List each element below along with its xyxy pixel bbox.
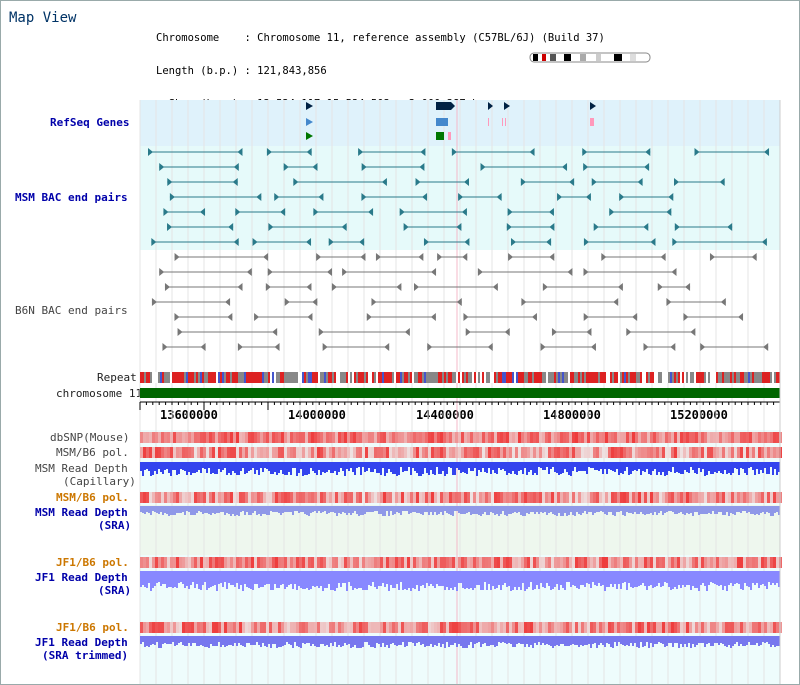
coverage-line: Read coverage check span : 10,000 [148,131,357,143]
track-label-dbsnp: dbSNP(Mouse) [50,431,130,444]
track-label-chromosome: chromosome 11 [56,387,143,400]
show-line: Show (b.p.) : 13,534,117-15,534,503 : 2,… [156,98,485,110]
track-label-jf1-depth-sra-2: (SRA) [98,584,132,597]
track-label-b6n-bac[interactable]: B6N BAC end pairs [15,304,128,317]
track-label-jf1-depth-trim-1: JF1 Read Depth [35,636,128,649]
info-panel: Chromosome : Chromosome 11, reference as… [148,11,605,154]
track-label-msm-depth-cap-1: MSM Read Depth [35,462,128,475]
track-label-refseq[interactable]: RefSeq Genes [50,116,130,129]
track-label-msm-b6-pol-2: MSM/B6 pol. [56,491,129,504]
track-label-jf1-depth-sra-1: JF1 Read Depth [35,571,128,584]
axis-tick-label: 14800000 [543,408,601,422]
track-label-msm-depth-cap-2: (Capillary) [63,475,136,488]
axis-tick-label: 14400000 [416,408,474,422]
track-label-repeat: Repeat [97,371,137,384]
track-label-msm-depth-sra-1: MSM Read Depth [35,506,128,519]
axis-tick-label: 14000000 [288,408,346,422]
axis-tick-label: 15200000 [670,408,728,422]
track-label-msm-b6-pol: MSM/B6 pol. [56,446,129,459]
track-label-jf1-depth-trim-2: (SRA trimmed) [42,649,129,662]
chromosome-line: Chromosome : Chromosome 11, reference as… [156,32,605,44]
track-label-msm-bac[interactable]: MSM BAC end pairs [15,191,128,204]
track-label-jf1-b6-pol-2: JF1/B6 pol. [56,621,129,634]
length-line: Length (b.p.) : 121,843,856 [156,65,327,77]
track-label-msm-depth-sra-2: (SRA) [98,519,132,532]
view-title: Map View [9,10,77,26]
axis-tick-label: 13600000 [160,408,218,422]
track-label-jf1-b6-pol: JF1/B6 pol. [56,556,129,569]
